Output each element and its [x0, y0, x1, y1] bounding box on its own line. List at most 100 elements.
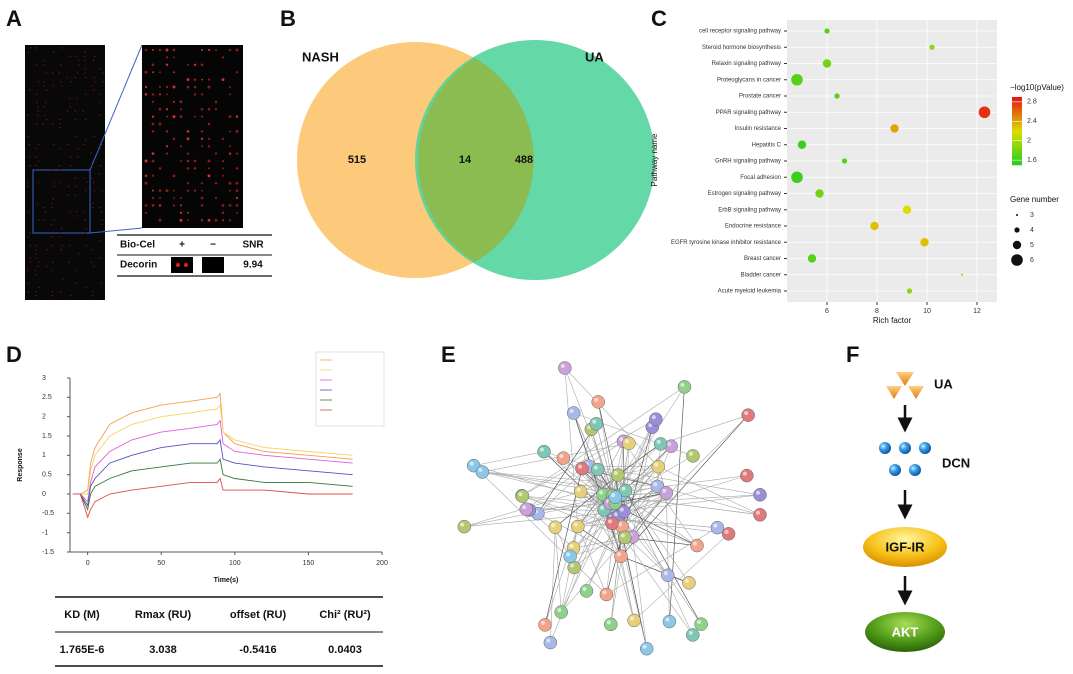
colorbar-cell — [1012, 119, 1022, 122]
array-spot — [99, 68, 102, 70]
bubble — [791, 171, 803, 184]
set-label: UA — [585, 49, 604, 64]
network-edge — [522, 495, 611, 504]
network-node — [475, 465, 490, 479]
array-spot — [101, 219, 103, 221]
node-highlight — [663, 571, 668, 576]
node-highlight — [624, 439, 629, 444]
size-legend-title: Gene number — [1010, 195, 1059, 204]
network-edge — [473, 465, 617, 507]
network-node — [611, 468, 625, 482]
y-tick-label: Endocrine resistance — [725, 224, 782, 230]
colorbar-cell — [1012, 157, 1022, 160]
array-spot — [179, 159, 183, 163]
node-highlight — [592, 419, 597, 424]
network-edge — [613, 518, 718, 528]
node-highlight — [724, 529, 729, 534]
array-spot — [35, 290, 37, 293]
colorbar-label: 2.4 — [1027, 118, 1037, 125]
array-spot — [215, 108, 217, 111]
colorbar-cell — [1012, 135, 1022, 138]
array-spot — [70, 295, 72, 297]
colorbar-label: 2 — [1027, 138, 1031, 145]
array-spot — [90, 85, 93, 87]
array-spot — [37, 106, 39, 108]
network-node — [753, 508, 767, 522]
array-spot — [144, 174, 148, 178]
array-spot — [66, 110, 69, 112]
network-node — [741, 408, 755, 422]
array-spot — [90, 248, 93, 251]
array-spot — [77, 148, 79, 150]
array-spot — [158, 218, 162, 222]
network-edge — [564, 367, 579, 527]
node-highlight — [478, 467, 483, 472]
table-cell: -0.5416 — [239, 644, 276, 656]
array-spot — [84, 55, 86, 58]
network-node — [690, 538, 704, 553]
array-spot — [74, 177, 76, 179]
spot — [176, 263, 180, 267]
array-spot — [228, 181, 232, 185]
zoom-box — [32, 169, 91, 234]
ua-molecule — [896, 372, 914, 386]
network-edge — [620, 556, 690, 584]
array-spot — [101, 190, 104, 192]
array-spot — [58, 164, 61, 167]
network-node — [563, 549, 577, 564]
network-edge — [606, 527, 718, 595]
table-header: KD (M) — [64, 609, 100, 621]
colorbar-cell — [1012, 151, 1022, 154]
colorbar-cell — [1012, 111, 1022, 114]
array-spot — [26, 185, 29, 188]
array-spot — [35, 148, 37, 150]
network-node — [639, 641, 654, 656]
array-spot — [165, 85, 169, 89]
network-node — [686, 449, 700, 463]
colorbar-cell — [1012, 117, 1022, 120]
array-spot — [200, 48, 204, 52]
array-spot — [151, 63, 155, 67]
array-spot — [59, 118, 61, 121]
array-spot — [34, 269, 36, 272]
colorbar-cell — [1012, 129, 1022, 132]
network-node — [589, 417, 604, 431]
array-spot — [186, 137, 190, 141]
array-spot — [44, 114, 46, 116]
array-spot — [200, 63, 204, 67]
array-spot — [207, 122, 211, 126]
array-spot — [207, 144, 211, 148]
array-spot — [172, 137, 176, 141]
array-spot — [84, 118, 87, 121]
array-spot — [85, 244, 88, 247]
array-spot — [76, 97, 78, 100]
node-highlight — [756, 490, 760, 495]
array-spot — [158, 204, 162, 207]
array-spot — [165, 189, 169, 193]
array-spot — [61, 85, 63, 87]
colorbar-label: 2.8 — [1027, 99, 1037, 106]
array-spot — [179, 218, 183, 222]
array-spot — [228, 204, 232, 207]
array-spot — [179, 145, 183, 148]
node-highlight — [630, 616, 635, 621]
table-header: Chi² (RU²) — [319, 609, 371, 621]
array-spot — [93, 135, 96, 137]
array-spot — [52, 198, 54, 200]
node-highlight — [546, 638, 551, 643]
x-tick-label: 50 — [157, 560, 165, 567]
array-spot — [172, 174, 176, 178]
table-cell: 9.94 — [243, 260, 263, 271]
network-node — [662, 614, 677, 629]
array-spot — [172, 115, 176, 119]
array-spot — [152, 71, 154, 74]
array-spot — [29, 89, 31, 91]
node-highlight — [539, 447, 544, 452]
array-spot — [43, 206, 45, 209]
node-highlight — [619, 507, 624, 512]
y-tick-label: 0 — [42, 491, 46, 498]
array-spot — [151, 115, 155, 118]
array-spot — [100, 211, 103, 213]
node-highlight — [573, 522, 578, 527]
array-spot — [26, 181, 28, 184]
